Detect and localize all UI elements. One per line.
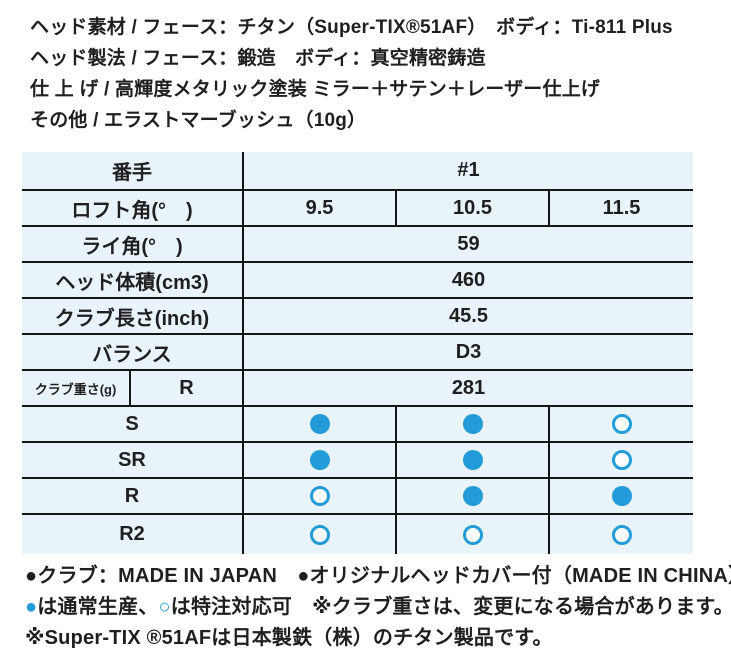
- row-head-volume-label: ヘッド体積(cm3): [22, 262, 244, 299]
- availability-dot: [611, 414, 632, 435]
- row-flex-r-label: R: [22, 478, 244, 515]
- flex-r-cell-1: [243, 478, 397, 515]
- row-balance-label: バランス: [22, 334, 244, 371]
- availability-dot: [462, 486, 483, 507]
- flex-r-cell-3: [549, 478, 693, 515]
- row-club-length-label: クラブ長さ(inch): [22, 298, 244, 335]
- head-material-line: ヘッド素材 / フェース：チタン（Super-TIX®51AF） ボディ：Ti-…: [30, 17, 673, 38]
- availability-dot: [309, 524, 330, 545]
- row-club-weight-value: 281: [243, 370, 693, 407]
- flex-r2-cell-2: [396, 514, 550, 554]
- legend-filled-dot: ●: [25, 596, 38, 618]
- flex-sr-cell-1: [243, 442, 397, 479]
- row-flex-sr: SR: [22, 442, 693, 479]
- row-loft-angle-label: ロフト角(° ): [22, 190, 244, 227]
- row-flex-s-label: S: [22, 406, 244, 443]
- row-head-volume-value: 460: [243, 262, 693, 299]
- row-balance-value: D3: [243, 334, 693, 371]
- legend-open-text: は特注対応可 ※クラブ重さは、変更になる場合があります。: [170, 596, 731, 618]
- row-club-number-value: #1: [243, 152, 693, 191]
- legend-line: ●は通常生産、○は特注対応可 ※クラブ重さは、変更になる場合があります。: [25, 592, 731, 623]
- head-construction-line: ヘッド製法 / フェース：鍛造 ボディ：真空精密鋳造: [30, 48, 486, 69]
- flex-r2-cell-3: [549, 514, 693, 554]
- flex-s-cell-1: [243, 406, 397, 443]
- availability-dot: [611, 486, 632, 507]
- row-club-length: クラブ長さ(inch) 45.5: [22, 298, 693, 335]
- flex-s-cell-3: [549, 406, 693, 443]
- flex-r-cell-2: [396, 478, 550, 515]
- loft-value-3: 11.5: [549, 190, 693, 227]
- row-lie-angle-label: ライ角(° ): [22, 226, 244, 263]
- availability-dot: [462, 450, 483, 471]
- flex-s-cell-2: [396, 406, 550, 443]
- row-club-length-value: 45.5: [243, 298, 693, 335]
- availability-dot: [309, 414, 330, 435]
- row-club-weight-label: クラブ重さ(g): [22, 370, 131, 407]
- row-loft-angle: ロフト角(° ) 9.5 10.5 11.5: [22, 190, 693, 227]
- row-head-volume: ヘッド体積(cm3) 460: [22, 262, 693, 299]
- row-flex-r: R: [22, 478, 693, 515]
- row-club-weight: クラブ重さ(g) R 281: [22, 370, 693, 407]
- row-club-number: 番手 #1: [22, 152, 693, 191]
- supertix-note-line: ※Super-TIX ®51AFは日本製鉄（株）のチタン製品です。: [25, 627, 553, 649]
- row-balance: バランス D3: [22, 334, 693, 371]
- availability-dot: [462, 414, 483, 435]
- legend-filled-text: は通常生産、: [37, 596, 159, 618]
- made-in-line: ●クラブ：MADE IN JAPAN ●オリジナルヘッドカバー付（MADE IN…: [25, 565, 731, 587]
- spec-footer: ●クラブ：MADE IN JAPAN ●オリジナルヘッドカバー付（MADE IN…: [25, 561, 731, 654]
- row-club-weight-flex: R: [130, 370, 244, 407]
- availability-dot: [309, 486, 330, 507]
- loft-value-1: 9.5: [243, 190, 397, 227]
- row-flex-r2-label: R2: [22, 514, 244, 554]
- availability-dot: [309, 450, 330, 471]
- row-lie-angle: ライ角(° ) 59: [22, 226, 693, 263]
- row-club-number-label: 番手: [22, 152, 244, 191]
- other-line: その他 / エラストマーブッシュ（10g）: [30, 110, 367, 131]
- loft-value-2: 10.5: [396, 190, 550, 227]
- spec-header: ヘッド素材 / フェース：チタン（Super-TIX®51AF） ボディ：Ti-…: [30, 12, 673, 136]
- availability-dot: [611, 450, 632, 471]
- row-lie-angle-value: 59: [243, 226, 693, 263]
- flex-r2-cell-1: [243, 514, 397, 554]
- availability-dot: [462, 524, 483, 545]
- flex-sr-cell-3: [549, 442, 693, 479]
- flex-sr-cell-2: [396, 442, 550, 479]
- legend-open-dot: ○: [158, 596, 171, 618]
- spec-table: 番手 #1 ロフト角(° ) 9.5 10.5 11.5 ライ角(° ) 59 …: [22, 152, 693, 554]
- availability-dot: [611, 524, 632, 545]
- row-flex-sr-label: SR: [22, 442, 244, 479]
- finish-line: 仕 上 げ / 高輝度メタリック塗装 ミラー＋サテン＋レーザー仕上げ: [30, 79, 601, 100]
- row-flex-s: S: [22, 406, 693, 443]
- row-flex-r2: R2: [22, 514, 693, 554]
